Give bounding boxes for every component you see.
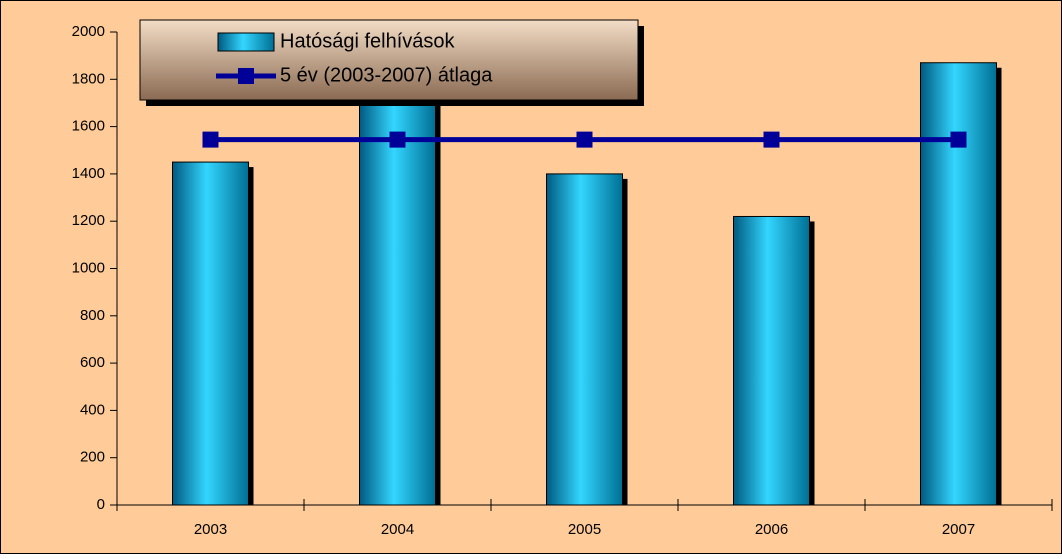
bar [733, 215, 810, 506]
bar [172, 161, 249, 506]
y-tick-label: 200 [80, 449, 105, 466]
x-tick-label: 2006 [755, 521, 788, 538]
legend-swatch [217, 32, 275, 52]
bar [920, 62, 997, 506]
legend-label: 5 év (2003-2007) átlaga [280, 64, 493, 86]
line-marker [238, 68, 254, 84]
x-tick-label: 2005 [568, 521, 601, 538]
y-tick-label: 1200 [72, 212, 105, 229]
line-marker [202, 131, 219, 148]
x-tick-label: 2003 [194, 521, 227, 538]
line-marker [389, 131, 406, 148]
y-tick-label: 1600 [72, 118, 105, 135]
line-marker [576, 131, 593, 148]
y-tick-label: 1400 [72, 165, 105, 182]
x-tick-label: 2004 [381, 521, 414, 538]
y-tick-label: 400 [80, 401, 105, 418]
legend-label: Hatósági felhívások [280, 30, 456, 52]
y-tick-label: 2000 [72, 23, 105, 40]
line-marker [950, 131, 967, 148]
y-tick-label: 1800 [72, 70, 105, 87]
bar [546, 173, 623, 506]
bar [359, 82, 436, 506]
y-tick-label: 800 [80, 307, 105, 324]
y-tick-label: 1000 [72, 259, 105, 276]
y-tick-label: 600 [80, 354, 105, 371]
y-tick-label: 0 [97, 496, 105, 513]
line-marker [763, 131, 780, 148]
x-tick-label: 2007 [942, 521, 975, 538]
